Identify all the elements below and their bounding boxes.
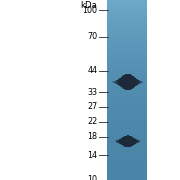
Text: 33: 33 <box>87 87 97 96</box>
Text: 22: 22 <box>87 117 97 126</box>
Text: 70: 70 <box>87 32 97 41</box>
Text: 18: 18 <box>87 132 97 141</box>
Text: 10: 10 <box>87 176 97 180</box>
Text: 44: 44 <box>87 66 97 75</box>
Text: 100: 100 <box>82 6 97 15</box>
Text: 27: 27 <box>87 102 97 111</box>
Text: kDa: kDa <box>80 1 97 10</box>
Text: 14: 14 <box>87 151 97 160</box>
